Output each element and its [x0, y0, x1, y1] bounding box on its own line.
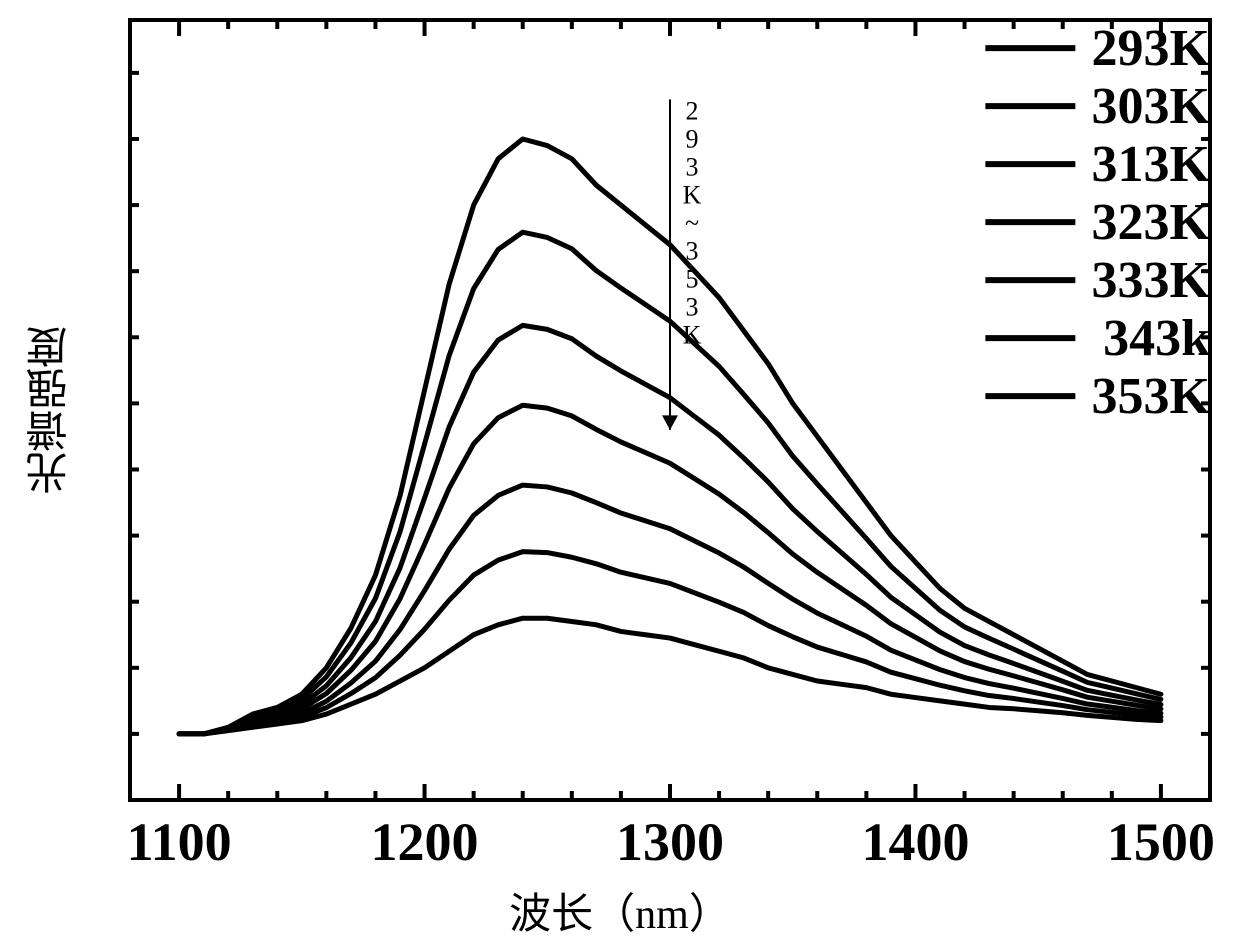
x-tick-label: 1200 — [371, 812, 479, 872]
legend-label: 303K — [1092, 78, 1211, 135]
legend-label: 293K — [1092, 20, 1211, 77]
annotation-text-char: 3 — [686, 236, 699, 265]
annotation-arrowhead — [662, 415, 678, 429]
y-axis-label-box: 光谱强度 — [20, 20, 80, 800]
x-tick-label: 1100 — [127, 812, 232, 872]
annotation-text-char: ~ — [685, 208, 699, 237]
annotation-text-char: 2 — [686, 96, 699, 125]
legend-label: 353K — [1092, 368, 1211, 425]
legend-label: 323K — [1092, 194, 1211, 251]
annotation-text-char: 3 — [686, 292, 699, 321]
spectrum-chart: 11001200130014001500293K~353K293K303K313… — [0, 0, 1240, 948]
x-tick-label: 1400 — [861, 812, 969, 872]
legend-label: 313K — [1092, 136, 1211, 193]
annotation-text-char: K — [683, 180, 702, 209]
annotation-text-char: K — [683, 320, 702, 349]
annotation-text-char: 9 — [686, 124, 699, 153]
x-tick-label: 1500 — [1107, 812, 1215, 872]
legend-label: 343k — [1103, 310, 1210, 367]
annotation-text-char: 3 — [686, 152, 699, 181]
x-axis-label: 波长（nm） — [0, 880, 1240, 941]
y-axis-label: 光谱强度 — [20, 326, 81, 494]
x-tick-label: 1300 — [616, 812, 724, 872]
annotation-text-char: 5 — [686, 264, 699, 293]
legend-label: 333K — [1092, 252, 1211, 309]
